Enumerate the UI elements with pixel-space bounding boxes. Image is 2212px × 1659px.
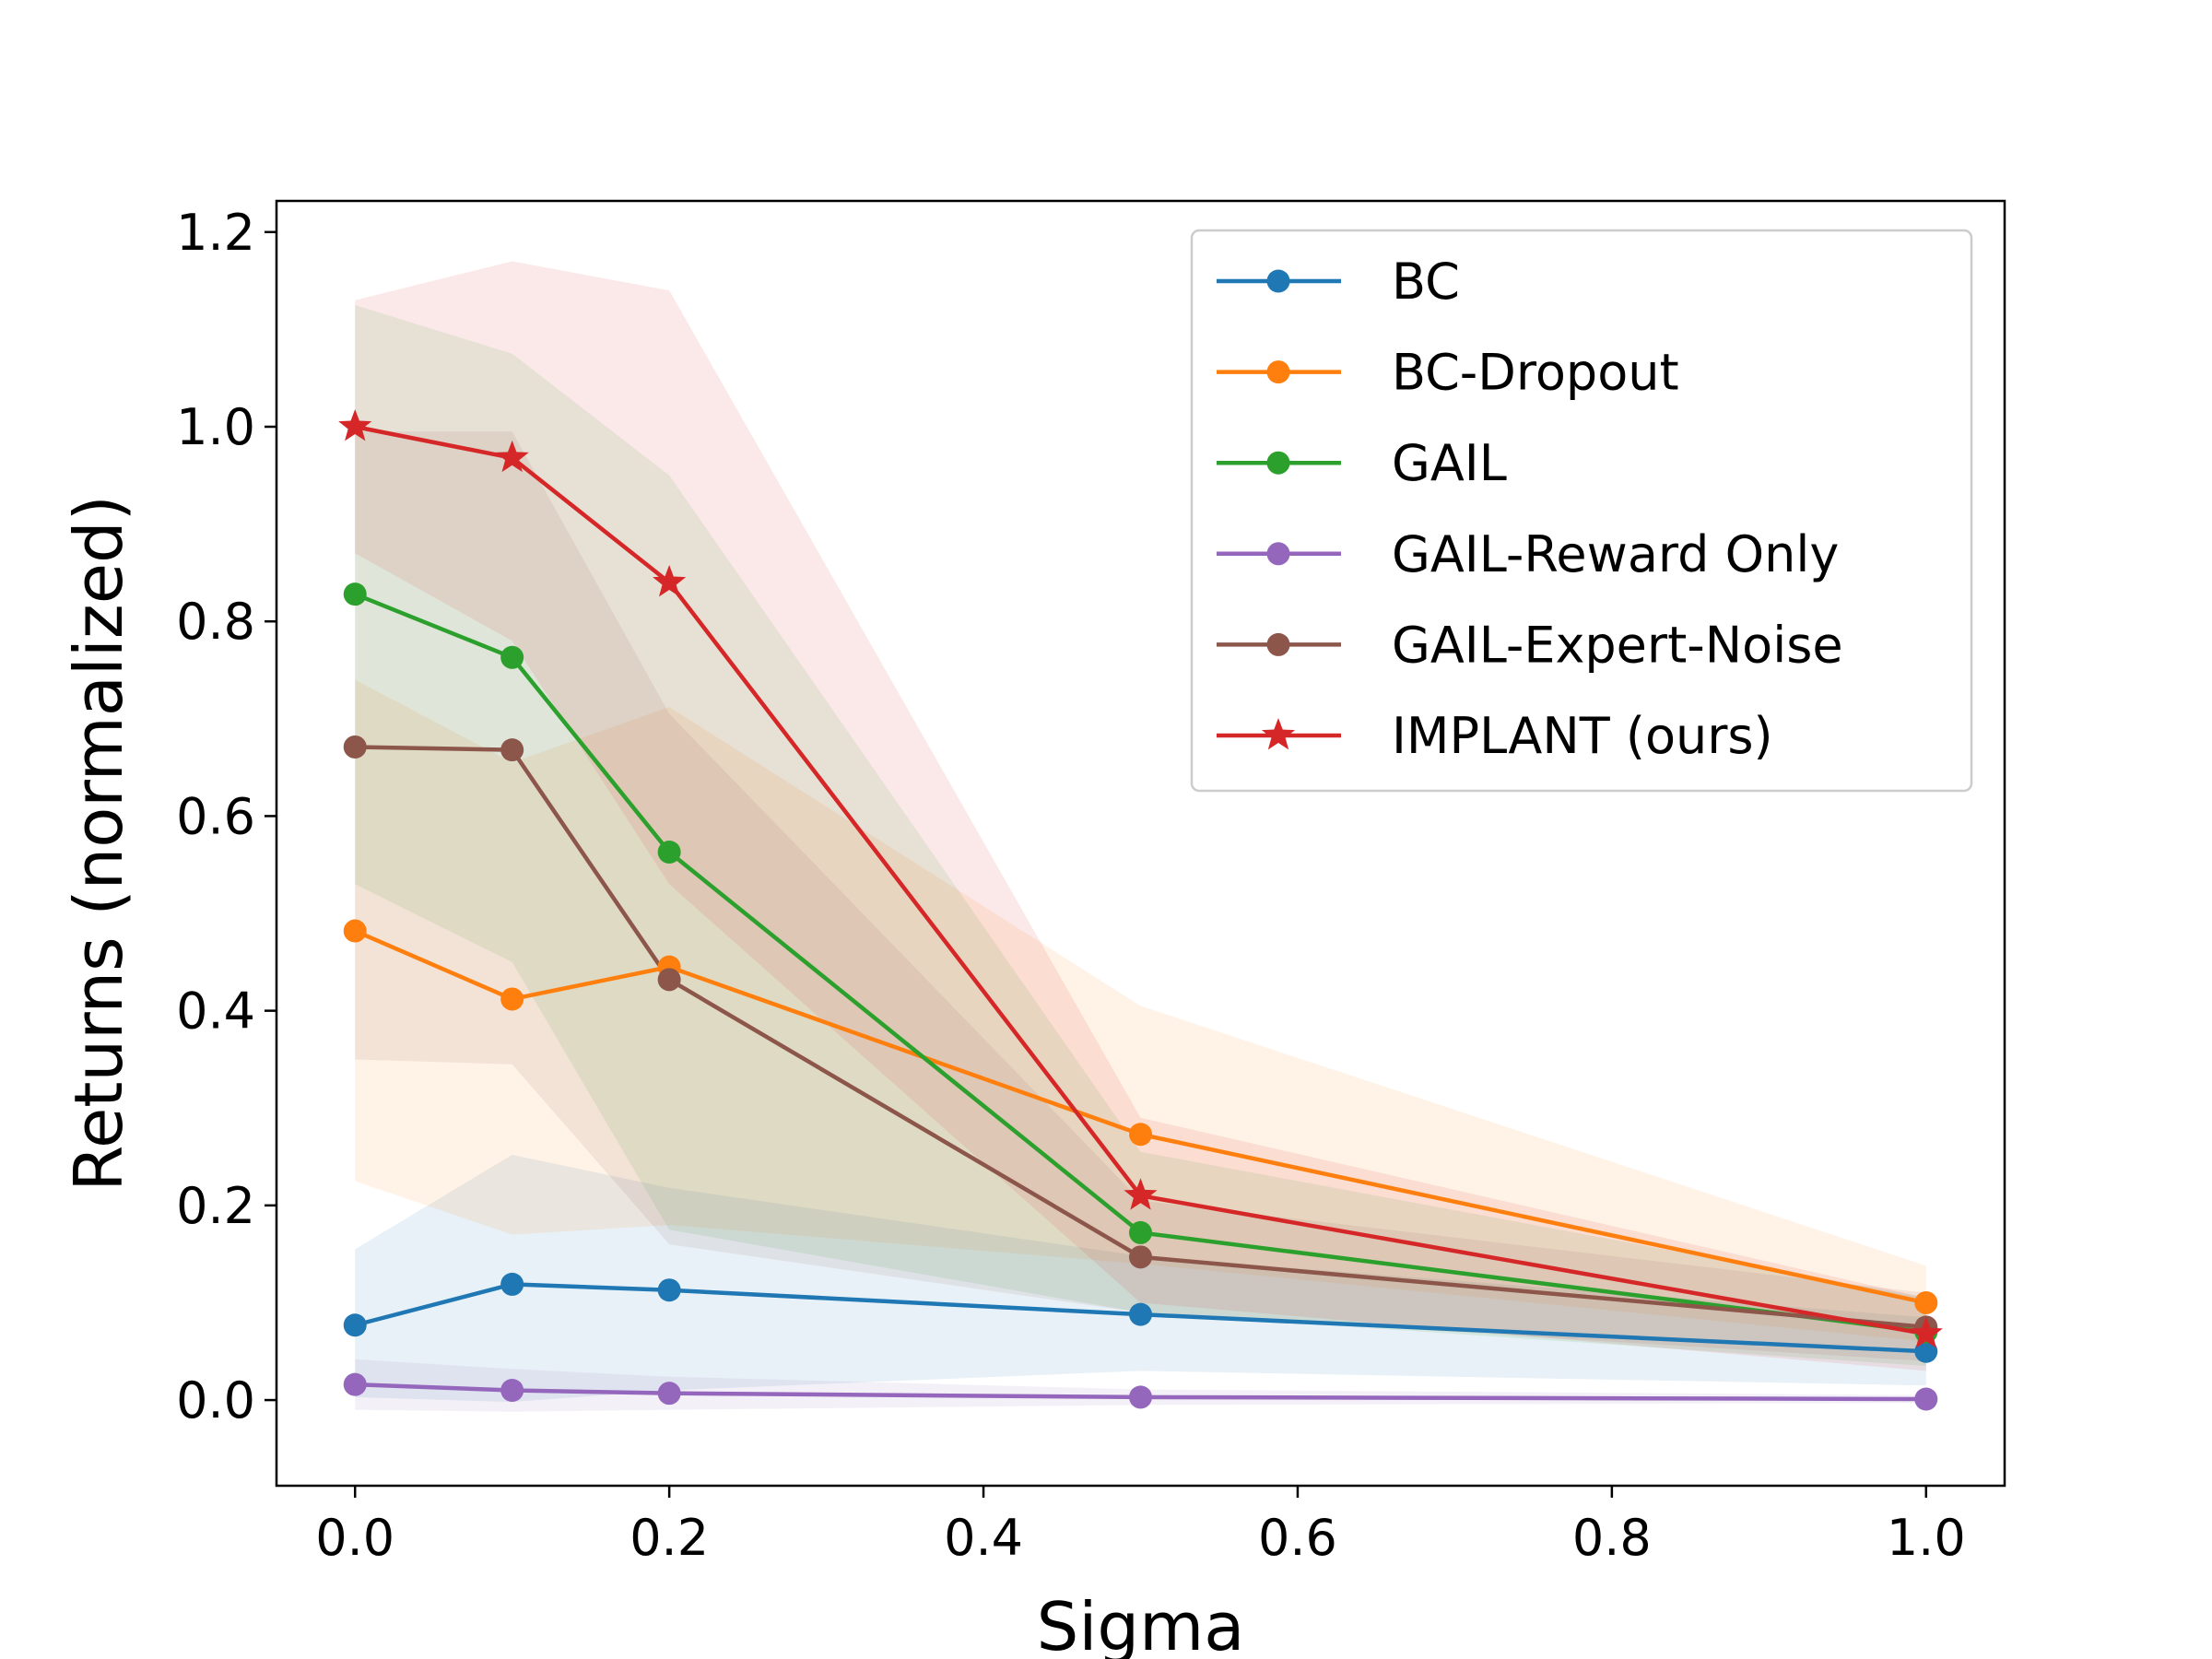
x-axis-label: Sigma bbox=[1037, 1588, 1245, 1659]
legend-entry-bc: BC bbox=[1217, 253, 1460, 311]
legend-marker-bc-dropout bbox=[1266, 360, 1290, 384]
legend-label-gail: GAIL bbox=[1392, 434, 1507, 492]
point-gail-reward-only bbox=[500, 1379, 524, 1403]
point-implant-ours bbox=[1909, 1316, 1943, 1348]
point-bc-dropout bbox=[1129, 1123, 1152, 1147]
x-tick-label: 0.8 bbox=[1572, 1509, 1652, 1567]
point-bc bbox=[500, 1272, 524, 1296]
legend-label-bc-dropout: BC-Dropout bbox=[1392, 344, 1679, 402]
point-implant-ours bbox=[653, 564, 687, 597]
x-tick-label: 0.2 bbox=[629, 1509, 709, 1567]
legend-entry-gail-expert-noise: GAIL-Expert-Noise bbox=[1217, 616, 1843, 674]
point-bc-dropout bbox=[343, 919, 367, 943]
y-axis-label: Returns (normalized) bbox=[60, 495, 137, 1192]
point-gail bbox=[500, 645, 524, 669]
y-tick-label: 1.0 bbox=[176, 398, 255, 456]
legend-marker-gail-reward-only bbox=[1266, 542, 1290, 566]
point-bc bbox=[343, 1313, 367, 1337]
legend-marker-bc bbox=[1266, 269, 1290, 293]
point-gail bbox=[657, 841, 681, 865]
band-gail-expert-noise bbox=[355, 431, 1926, 1361]
point-bc bbox=[657, 1278, 681, 1302]
y-tick-label: 0.8 bbox=[176, 593, 255, 651]
point-implant-ours bbox=[1124, 1178, 1158, 1210]
point-bc-dropout bbox=[500, 987, 524, 1011]
point-gail-reward-only bbox=[1914, 1387, 1938, 1411]
legend-label-bc: BC bbox=[1392, 253, 1460, 311]
y-tick-label: 0.0 bbox=[176, 1371, 255, 1430]
point-gail-expert-noise bbox=[500, 738, 524, 762]
legend-entry-bc-dropout: BC-Dropout bbox=[1217, 344, 1679, 402]
y-tick-label: 0.4 bbox=[176, 982, 255, 1041]
point-bc bbox=[1129, 1302, 1152, 1326]
legend-marker-implant-ours bbox=[1261, 718, 1296, 750]
series-markers bbox=[338, 409, 1943, 1411]
point-gail-reward-only bbox=[1129, 1385, 1152, 1409]
band-bc-dropout bbox=[355, 679, 1926, 1342]
point-bc-dropout bbox=[1914, 1290, 1938, 1314]
point-gail-reward-only bbox=[657, 1382, 681, 1406]
x-tick-label: 0.0 bbox=[315, 1509, 394, 1567]
point-gail-reward-only bbox=[343, 1372, 367, 1396]
legend: BC BC-Dropout GAIL GAIL-Reward Only GAIL-Exp… bbox=[1190, 229, 1973, 793]
plot-frame bbox=[275, 199, 2006, 1488]
point-gail bbox=[1129, 1220, 1152, 1244]
y-tick-label: 0.6 bbox=[176, 787, 255, 845]
legend-marker-gail-expert-noise bbox=[1266, 632, 1290, 656]
point-bc bbox=[1914, 1339, 1938, 1363]
legend-entry-gail-reward-only: GAIL-Reward Only bbox=[1217, 525, 1839, 583]
point-gail-expert-noise bbox=[657, 968, 681, 992]
y-tick-label: 0.2 bbox=[176, 1177, 255, 1235]
point-gail bbox=[343, 582, 367, 606]
legend-marker-gail bbox=[1266, 451, 1290, 475]
error-bands bbox=[355, 261, 1926, 1412]
point-implant-ours bbox=[338, 409, 372, 441]
x-tick-label: 0.4 bbox=[944, 1509, 1023, 1567]
legend-label-gail-expert-noise: GAIL-Expert-Noise bbox=[1392, 616, 1843, 674]
point-implant-ours bbox=[495, 440, 529, 473]
legend-label-gail-reward-only: GAIL-Reward Only bbox=[1392, 525, 1839, 583]
x-axis-ticks: 0.0 0.2 0.4 0.6 0.8 1.0 bbox=[315, 1486, 1966, 1567]
y-tick-label: 1.2 bbox=[176, 204, 255, 262]
legend-entry-implant-ours: IMPLANT (ours) bbox=[1217, 707, 1773, 765]
x-tick-label: 0.6 bbox=[1258, 1509, 1337, 1567]
x-tick-label: 1.0 bbox=[1887, 1509, 1966, 1567]
band-bc bbox=[355, 1154, 1926, 1403]
y-axis-ticks: 0.0 0.2 0.4 0.6 0.8 1.0 1.2 bbox=[176, 204, 276, 1430]
point-gail-expert-noise bbox=[1129, 1245, 1152, 1269]
band-implant-ours bbox=[355, 261, 1926, 1371]
legend-label-implant-ours: IMPLANT (ours) bbox=[1392, 707, 1773, 765]
band-gail bbox=[355, 305, 1926, 1367]
legend-entry-gail: GAIL bbox=[1217, 434, 1507, 492]
point-gail-expert-noise bbox=[343, 735, 367, 759]
legend-box bbox=[1190, 229, 1973, 793]
